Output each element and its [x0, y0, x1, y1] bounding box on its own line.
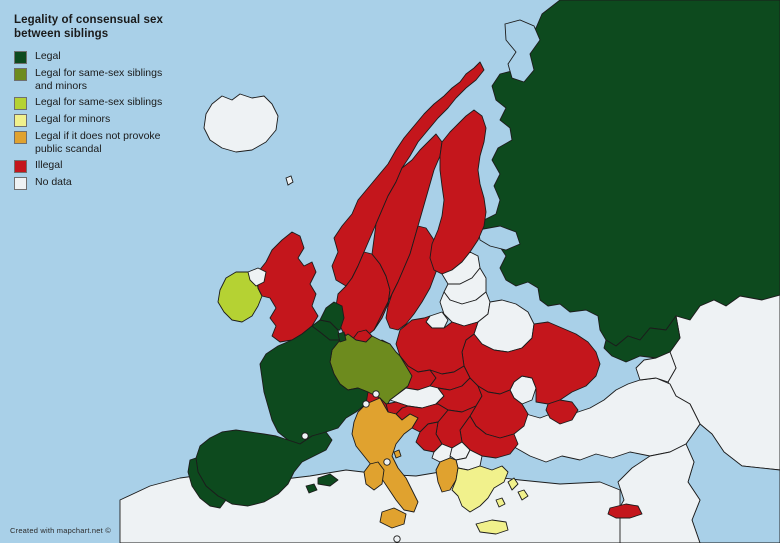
- malta-dot[interactable]: [393, 535, 401, 543]
- country-syria-iraq[interactable]: [612, 444, 700, 543]
- country-netherlands[interactable]: [320, 302, 344, 330]
- legend-swatch-legal-no-scandal: [14, 131, 27, 145]
- attribution-credit: Created with mapchart.net ©: [10, 526, 111, 535]
- vatican-dot[interactable]: [383, 458, 391, 466]
- legend-item-legal-minors[interactable]: Legal for minors: [14, 113, 170, 128]
- legend-item-no-data[interactable]: No data: [14, 176, 170, 191]
- legend-swatch-legal: [14, 51, 27, 65]
- sardinia-island[interactable]: [364, 462, 384, 490]
- country-spain[interactable]: [196, 430, 332, 506]
- country-portugal[interactable]: [188, 458, 226, 508]
- country-greece[interactable]: [452, 466, 508, 512]
- legend-swatch-legal-samesex-and-minors: [14, 68, 27, 82]
- balearic-islands[interactable]: [318, 474, 338, 486]
- sweden-south-body[interactable]: [386, 226, 438, 330]
- legend-swatch-legal-minors: [14, 114, 27, 128]
- country-albania[interactable]: [436, 458, 458, 492]
- gulf-of-finland-inlet: [477, 225, 521, 251]
- country-northern-ireland[interactable]: [248, 268, 266, 286]
- crete-island[interactable]: [476, 520, 508, 534]
- legend-item-legal-samesex-and-minors[interactable]: Legal for same-sex siblings and minors: [14, 67, 170, 93]
- country-armenia-azerbaijan[interactable]: [636, 352, 676, 382]
- greek-aegean-islands-2[interactable]: [518, 490, 528, 500]
- sicily-island[interactable]: [380, 508, 406, 528]
- faroe-islands[interactable]: [285, 175, 294, 186]
- country-georgia[interactable]: [604, 316, 680, 362]
- andorra-dot[interactable]: [301, 432, 309, 440]
- legend-title: Legality of consensual sex between sibli…: [14, 13, 170, 41]
- legend-item-legal-samesex[interactable]: Legal for same-sex siblings: [14, 96, 170, 111]
- legend-label-no-data: No data: [35, 176, 72, 189]
- legend-label-legal: Legal: [35, 50, 61, 63]
- balearic-islands-2[interactable]: [306, 484, 317, 493]
- san-marino-dot[interactable]: [394, 450, 401, 458]
- legend-label-legal-no-scandal: Legal if it does not provoke public scan…: [35, 130, 161, 156]
- legend-label-illegal: Illegal: [35, 159, 63, 172]
- country-italy[interactable]: [352, 398, 418, 512]
- country-united-kingdom[interactable]: [258, 232, 318, 342]
- legend-title-line1: Legality of consensual sex: [14, 14, 163, 26]
- country-finland[interactable]: [430, 110, 486, 274]
- legend-item-legal[interactable]: Legal: [14, 50, 170, 65]
- legend-item-legal-no-scandal[interactable]: Legal if it does not provoke public scan…: [14, 130, 170, 156]
- monaco-dot[interactable]: [362, 400, 370, 408]
- crimea[interactable]: [546, 400, 578, 424]
- legend-label-legal-minors: Legal for minors: [35, 113, 111, 126]
- country-luxembourg[interactable]: [338, 332, 346, 342]
- greek-aegean-islands-3[interactable]: [496, 498, 505, 507]
- legend-swatch-no-data: [14, 177, 27, 191]
- map-legend: Legality of consensual sex between sibli…: [0, 0, 180, 203]
- legend-item-illegal[interactable]: Illegal: [14, 159, 170, 174]
- country-ireland[interactable]: [218, 272, 262, 322]
- legend-label-legal-samesex-and-minors: Legal for same-sex siblings and minors: [35, 67, 163, 93]
- country-iceland[interactable]: [204, 94, 278, 152]
- white-sea: [504, 19, 541, 83]
- legend-title-line2: between siblings: [14, 28, 109, 41]
- legend-swatch-legal-samesex: [14, 97, 27, 111]
- legend-label-legal-samesex: Legal for same-sex siblings: [35, 96, 163, 109]
- liechtenstein-dot[interactable]: [372, 390, 380, 398]
- country-cyprus[interactable]: [608, 504, 642, 518]
- greek-aegean-islands[interactable]: [508, 478, 518, 490]
- legend-swatch-illegal: [14, 160, 27, 174]
